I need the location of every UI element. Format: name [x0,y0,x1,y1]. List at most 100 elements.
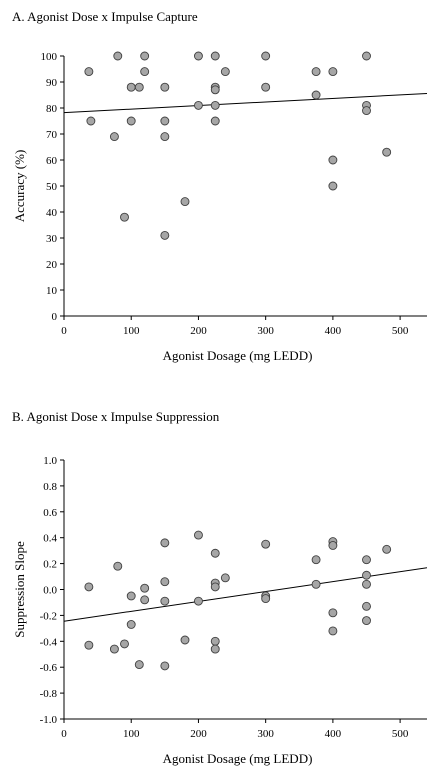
chart-b-panel: -1.0 -0.8 -0.6 -0.4 -0.2 0.0 0.2 0.4 0.6 0.8 1.0 0 1… [12,455,427,766]
chart-b-point [113,561,123,571]
chart-b-point [160,596,170,606]
chart-a-point [84,67,94,77]
chart-a-y-tick-label: 10 [46,285,58,297]
chart-b-point [382,544,392,554]
chart-a-point [120,212,129,222]
chart-b-y-tick-label: 0.2 [43,559,57,571]
chart-b-point [362,579,371,589]
chart-a-panel: 0 10 20 30 40 50 60 70 80 90 100 0 100 200 300 400 500 Ag… [12,51,427,363]
chart-b-point [160,661,170,671]
chart-a-point [160,132,170,142]
chart-a-point [193,51,203,61]
chart-b-y-tick-label: -0.6 [40,662,58,674]
chart-a-x-tick-label: 200 [190,325,207,337]
chart-b-point [84,582,94,592]
chart-a-point [210,85,220,95]
chart-b-point [134,660,144,670]
chart-b-point [362,616,371,626]
chart-b-point [311,555,321,565]
chart-b-point [362,601,371,611]
chart-b-y-tick-label: -1.0 [40,714,58,726]
chart-a-point [328,155,338,165]
chart-b-x-axis-label: Agonist Dosage (mg LEDD) [163,751,313,766]
chart-b-y-tick-label: 0.6 [43,507,57,519]
chart-a-y-tick-label: 80 [46,103,58,115]
chart-b-point [126,620,136,629]
chart-b-point [328,541,338,550]
chart-b-point [210,548,220,558]
chart-a-point [160,116,170,126]
chart-a-fit-line [63,92,427,114]
chart-b-point [120,639,129,649]
chart-a-point [220,67,230,77]
chart-a-x-tick-label: 400 [325,325,342,337]
chart-a-point [311,67,321,77]
chart-a-y-tick-label: 50 [46,181,58,193]
chart-a-point [210,51,220,61]
chart-b-point [140,583,150,593]
chart-b-point [210,636,220,646]
chart-b-x-tick-label: 0 [61,728,67,740]
chart-b-point [328,608,338,618]
chart-b-y-tick-label: -0.4 [40,636,58,648]
chart-b-point [126,591,136,601]
chart-a-y-axis-label: Accuracy (%) [12,150,27,223]
chart-a-y-tick-label: 90 [46,77,58,89]
chart-b-x-tick-label: 500 [392,728,409,740]
chart-b-point [220,573,230,583]
chart-a-point [261,51,271,61]
chart-b-y-axis-label: Suppression Slope [12,541,27,638]
chart-a-point [113,51,123,61]
chart-a-x-tick-label: 500 [392,325,409,337]
chart-b-point [261,539,271,549]
chart-a-point [180,197,190,207]
chart-b-title: B. Agonist Dose x Impulse Suppression [12,409,220,424]
chart-b-fit-line [63,567,427,622]
chart-b-y-tick-label: -0.8 [40,688,58,700]
chart-b-point [160,538,170,548]
chart-a-x-axis-label: Agonist Dosage (mg LEDD) [163,348,313,363]
chart-a-x-tick-label: 100 [123,325,140,337]
chart-a-point [160,82,170,92]
chart-b-point [180,635,190,645]
chart-b-point [140,595,150,605]
chart-b-x-tick-label: 300 [257,728,274,740]
chart-b-y-tick-label: 0.4 [43,533,57,545]
chart-a-y-tick-label: 40 [46,207,58,219]
chart-a-y-tick-label: 70 [46,129,58,141]
chart-a-point [134,82,144,92]
chart-b-y-tick-label: -0.2 [40,610,57,622]
chart-b-y-tick-label: 1.0 [43,455,57,467]
chart-a-point [210,116,220,126]
chart-b-x-tick-label: 400 [325,728,342,740]
chart-a-y-tick-label: 100 [41,51,58,63]
chart-a-point [140,51,150,61]
chart-a-point [126,82,136,92]
chart-a-point [328,67,338,77]
chart-a-point [109,132,119,142]
chart-b-x-tick-label: 100 [123,728,140,740]
chart-a-point [193,100,203,110]
chart-b-y-tick-label: 0.8 [43,481,57,493]
chart-a-point [311,90,321,100]
chart-a-point [261,82,271,92]
chart-a-y-tick-label: 0 [52,311,58,323]
chart-b-point [193,530,203,540]
chart-a-point [140,67,150,77]
chart-b-point [210,582,220,592]
chart-b-point [362,570,371,580]
chart-a-title: A. Agonist Dose x Impulse Capture [12,9,198,24]
chart-b-point [210,644,220,654]
chart-a-point [126,116,136,126]
chart-b-point [109,644,119,654]
chart-b-point [193,596,203,606]
chart-a-x-tick-label: 300 [257,325,274,337]
chart-a-point [210,100,220,110]
chart-b-y-tick-label: 0.0 [43,585,57,597]
chart-b-point [261,594,271,604]
chart-a-y-tick-label: 60 [46,155,58,167]
chart-b-point [328,626,338,636]
chart-b-x-tick-label: 200 [190,728,207,740]
chart-a-y-tick-label: 30 [46,233,58,245]
